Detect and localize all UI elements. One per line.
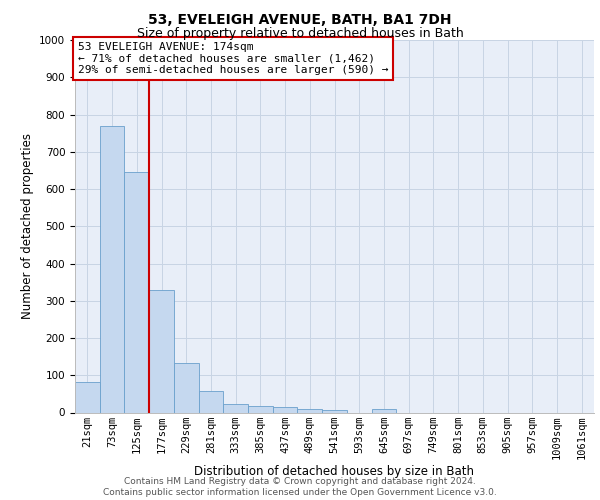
X-axis label: Distribution of detached houses by size in Bath: Distribution of detached houses by size … (194, 464, 475, 477)
Text: Size of property relative to detached houses in Bath: Size of property relative to detached ho… (137, 28, 463, 40)
Bar (223, 404, 248, 412)
Text: 53 EVELEIGH AVENUE: 174sqm
← 71% of detached houses are smaller (1,462)
29% of s: 53 EVELEIGH AVENUE: 174sqm ← 71% of deta… (77, 42, 388, 75)
Bar (149, 290, 174, 412)
Text: 53, EVELEIGH AVENUE, BATH, BA1 7DH: 53, EVELEIGH AVENUE, BATH, BA1 7DH (148, 12, 452, 26)
Text: Contains public sector information licensed under the Open Government Licence v3: Contains public sector information licen… (103, 488, 497, 497)
Bar (273, 407, 298, 412)
Bar (174, 363, 199, 412)
Y-axis label: Number of detached properties: Number of detached properties (20, 133, 34, 320)
Bar (248, 406, 273, 412)
Bar (298, 409, 322, 412)
Bar (100, 126, 124, 412)
Bar (124, 172, 149, 412)
Bar (75, 382, 100, 412)
Bar (199, 392, 223, 412)
Bar (322, 410, 347, 412)
Text: Contains HM Land Registry data © Crown copyright and database right 2024.: Contains HM Land Registry data © Crown c… (124, 477, 476, 486)
Bar (371, 409, 396, 412)
